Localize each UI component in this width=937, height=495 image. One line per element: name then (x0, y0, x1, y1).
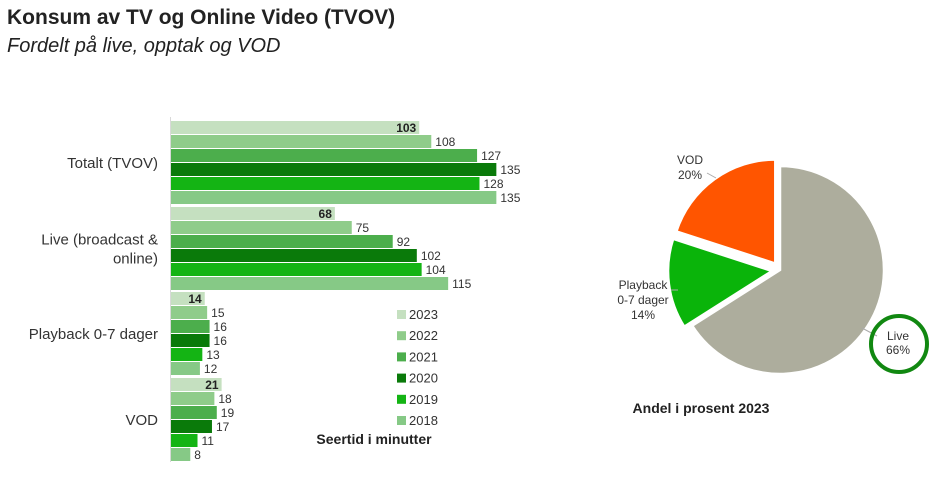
bar-2019 (171, 434, 198, 447)
pie-slice-live (690, 164, 886, 376)
pie-slice-vod (674, 158, 777, 266)
legend-label: 2018 (409, 413, 438, 428)
pie-label: 66% (886, 343, 910, 357)
bar-2022 (171, 392, 215, 405)
legend-swatch-2021 (397, 352, 406, 362)
bar-2023 (171, 207, 335, 220)
bar-2021 (171, 149, 478, 162)
legend-swatch-2018 (397, 416, 406, 425)
highlight-circle (869, 314, 929, 374)
data-label: 92 (397, 235, 411, 249)
bar-2020 (171, 420, 212, 433)
data-label: 13 (206, 348, 220, 362)
bar-2018 (171, 191, 497, 204)
pie-label: Playback (619, 278, 669, 292)
bar-2019 (171, 348, 203, 361)
legend-swatch-2022 (397, 331, 406, 341)
data-label: 15 (211, 306, 225, 320)
bar-2021 (171, 406, 217, 419)
chart-subtitle: Fordelt på live, opptak og VOD (7, 35, 281, 57)
bar-2021 (171, 235, 393, 248)
bar-2023 (171, 378, 222, 391)
data-label: 128 (483, 177, 503, 191)
data-label: 12 (204, 362, 218, 376)
pie-title: Andel i prosent 2023 (633, 400, 770, 416)
chart-title: Konsum av TV og Online Video (TVOV) (7, 6, 396, 29)
bar-2018 (171, 448, 191, 461)
category-label: Playback 0-7 dager (29, 326, 158, 343)
legend-label: 2019 (409, 392, 438, 407)
pie-label: Live (887, 329, 909, 343)
data-label: 127 (481, 149, 501, 163)
legend-label: 2020 (409, 371, 438, 386)
bar-2019 (171, 263, 422, 276)
bar-2023 (171, 292, 205, 305)
category-label: Live (broadcast & (41, 232, 158, 249)
data-label: 14 (188, 292, 202, 306)
data-label: 102 (421, 249, 441, 263)
data-label: 8 (194, 448, 201, 462)
pie-label: 0-7 dager (617, 293, 668, 307)
data-label: 11 (202, 434, 215, 448)
data-label: 16 (214, 334, 228, 348)
data-label: 103 (396, 121, 416, 135)
x-axis-title: Seertid i minutter (316, 431, 432, 447)
bar-2022 (171, 135, 432, 148)
data-label: 18 (218, 392, 232, 406)
bar-2022 (171, 306, 208, 319)
bar-2023 (171, 121, 420, 134)
pie-slice-playback-0-7-dager (666, 237, 775, 329)
bar-2019 (171, 177, 480, 190)
legend-swatch-2023 (397, 310, 406, 319)
bar-2022 (171, 221, 352, 234)
bar-2020 (171, 334, 210, 347)
leader-line-vod (706, 172, 717, 179)
category-label: online) (113, 251, 158, 268)
legend-swatch-2020 (397, 373, 406, 383)
legend-label: 2023 (409, 307, 438, 322)
data-label: 17 (216, 420, 230, 434)
data-label: 19 (221, 406, 235, 420)
legend-label: 2021 (409, 349, 438, 364)
data-label: 21 (205, 378, 219, 392)
pie-label: 20% (678, 168, 702, 182)
bar-2018 (171, 362, 200, 375)
pie-label: 14% (631, 308, 655, 322)
data-label: 135 (500, 191, 520, 205)
data-label: 104 (426, 263, 446, 277)
bar-2021 (171, 320, 210, 333)
legend-swatch-2019 (397, 394, 406, 404)
data-label: 75 (356, 221, 370, 235)
data-label: 135 (500, 163, 520, 177)
legend-label: 2022 (409, 328, 438, 343)
bar-2018 (171, 277, 449, 290)
bar-2020 (171, 163, 497, 176)
bar-2020 (171, 249, 417, 262)
category-label: VOD (125, 412, 158, 429)
data-label: 108 (435, 135, 455, 149)
category-label: Totalt (TVOV) (67, 155, 158, 172)
data-label: 16 (214, 320, 228, 334)
data-label: 68 (319, 207, 333, 221)
data-label: 115 (452, 277, 471, 291)
pie-label: VOD (677, 153, 703, 167)
